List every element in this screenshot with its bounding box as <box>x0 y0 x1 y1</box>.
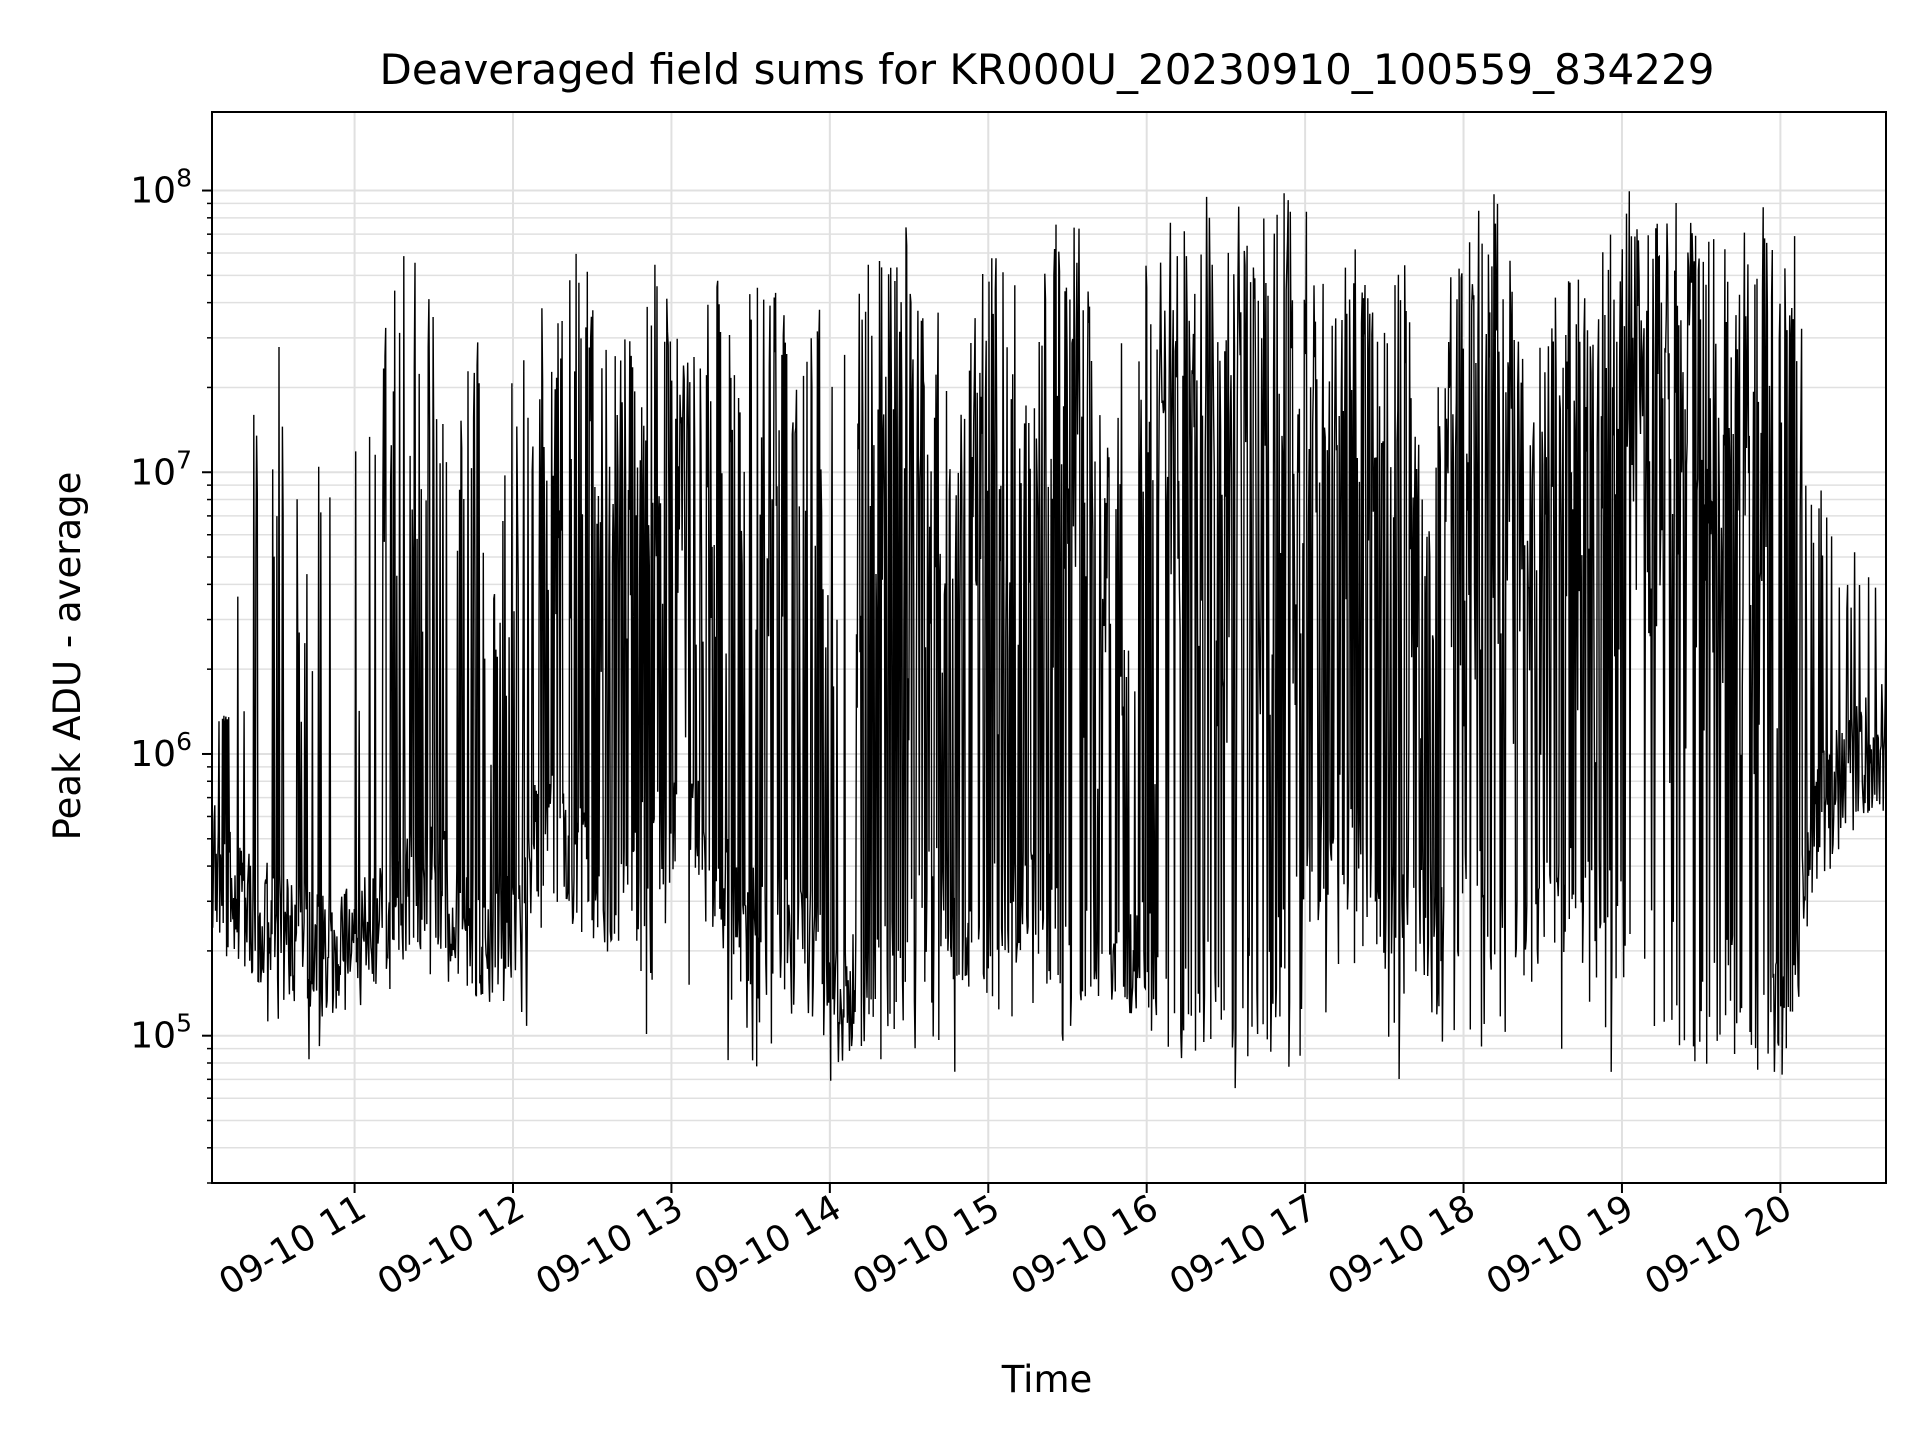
y-tick-label: 108 <box>130 164 192 212</box>
chart-title: Deaveraged field sums for KR000U_2023091… <box>380 45 1715 94</box>
y-tick-label-exponent: 6 <box>176 727 192 756</box>
x-axis-label: Time <box>1001 1358 1093 1401</box>
y-axis-label: Peak ADU - average <box>46 472 89 841</box>
y-tick-label-exponent: 5 <box>176 1009 192 1038</box>
y-tick-label: 107 <box>130 445 192 493</box>
y-tick-label: 105 <box>130 1009 192 1057</box>
plot-data <box>211 191 1887 1089</box>
signal-series-line <box>211 191 1887 1089</box>
y-tick-label-exponent: 8 <box>176 164 192 193</box>
y-tick-label-base: 10 <box>130 171 176 212</box>
y-tick-label-base: 10 <box>130 1016 176 1057</box>
y-tick-label-base: 10 <box>130 452 176 493</box>
y-tick-label-base: 10 <box>130 734 176 775</box>
y-tick-label-exponent: 7 <box>176 445 192 474</box>
y-tick-label: 106 <box>130 727 192 775</box>
axes-frame <box>211 111 1887 1184</box>
